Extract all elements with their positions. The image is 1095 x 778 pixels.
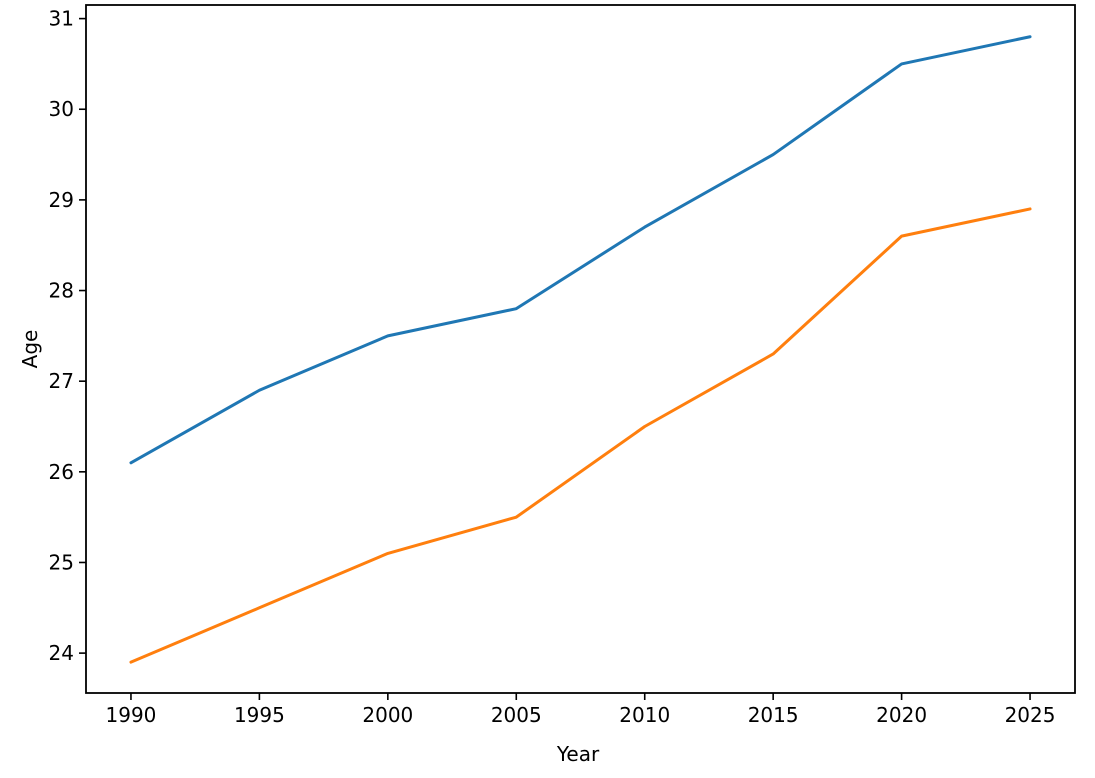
blue-line	[129, 35, 1032, 465]
x-tick-label: 1995	[234, 703, 285, 727]
x-tick-label: 2005	[491, 703, 542, 727]
y-tick-label: 24	[49, 641, 74, 665]
x-tick-label: 2015	[748, 703, 799, 727]
x-tick-label: 1990	[106, 703, 157, 727]
y-tick-label: 25	[49, 550, 74, 574]
y-tick-label: 31	[49, 7, 74, 31]
y-tick-label: 29	[49, 188, 74, 212]
x-tick-label: 2020	[876, 703, 927, 727]
x-tick-label: 2025	[1005, 703, 1056, 727]
x-tick-label: 2010	[619, 703, 670, 727]
axes-spines	[85, 4, 1076, 694]
orange-line	[129, 207, 1032, 664]
y-tick-label: 30	[49, 97, 74, 121]
y-tick-label: 28	[49, 279, 74, 303]
y-tick-label: 26	[49, 460, 74, 484]
x-tick-label: 2000	[362, 703, 413, 727]
y-axis-label: Age	[18, 329, 42, 369]
y-tick-label: 27	[49, 369, 74, 393]
x-axis-label: Year	[556, 742, 600, 766]
